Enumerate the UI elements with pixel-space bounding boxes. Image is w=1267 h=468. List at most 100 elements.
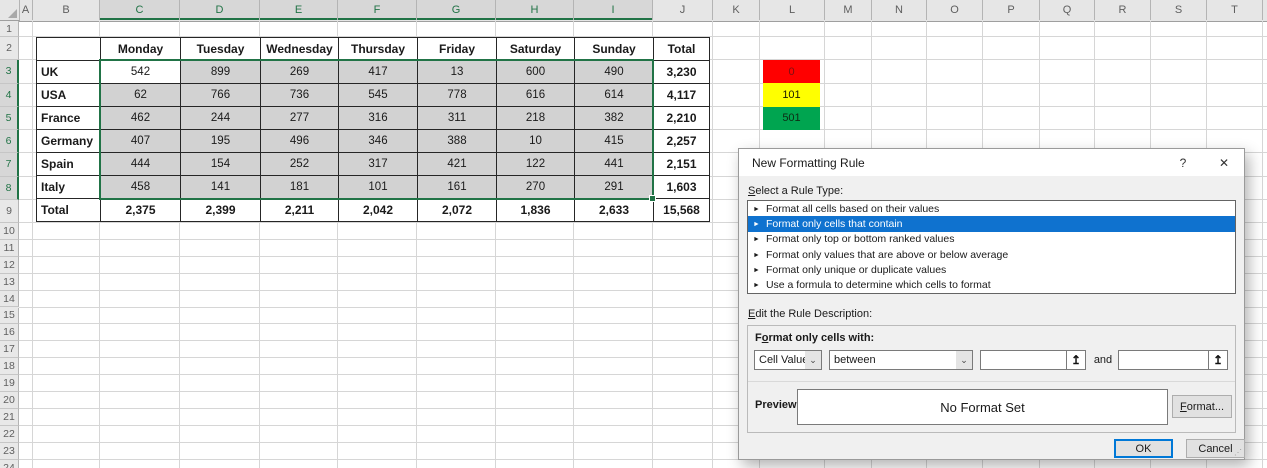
row-header-21[interactable]: 21 [0, 408, 19, 426]
table-cell[interactable]: Monday [100, 37, 181, 61]
table-cell[interactable]: 490 [574, 60, 654, 84]
table-cell[interactable]: 2,399 [180, 198, 261, 222]
table-cell[interactable]: 2,257 [653, 129, 710, 153]
table-cell[interactable]: Saturday [496, 37, 575, 61]
table-cell[interactable]: Friday [417, 37, 497, 61]
table-cell[interactable]: 899 [180, 60, 261, 84]
range-picker-icon[interactable]: ↥ [1208, 351, 1227, 369]
table-cell[interactable]: 458 [100, 175, 181, 199]
column-header-S[interactable]: S [1151, 0, 1207, 20]
table-cell[interactable]: Spain [36, 152, 101, 176]
table-cell[interactable]: 2,633 [574, 198, 654, 222]
upper-bound-input[interactable] [1119, 351, 1208, 369]
rule-type-option[interactable]: ► Format all cells based on their values [748, 201, 1235, 216]
table-cell[interactable]: 15,568 [653, 198, 710, 222]
table-cell[interactable]: 415 [574, 129, 654, 153]
table-cell[interactable]: 181 [260, 175, 339, 199]
table-cell[interactable]: Germany [36, 129, 101, 153]
table-cell[interactable]: 778 [417, 83, 497, 107]
table-cell[interactable]: 270 [496, 175, 575, 199]
table-cell[interactable]: 101 [338, 175, 418, 199]
table-cell[interactable]: 62 [100, 83, 181, 107]
table-cell[interactable]: 122 [496, 152, 575, 176]
table-cell[interactable]: 346 [338, 129, 418, 153]
table-cell[interactable]: 496 [260, 129, 339, 153]
ok-button[interactable]: OK [1114, 439, 1173, 458]
table-cell[interactable]: Italy [36, 175, 101, 199]
table-cell[interactable]: 13 [417, 60, 497, 84]
column-header-C[interactable]: C [100, 0, 180, 20]
row-header-16[interactable]: 16 [0, 324, 19, 342]
row-header-13[interactable]: 13 [0, 273, 19, 291]
column-header-J[interactable]: J [653, 0, 713, 20]
column-header-B[interactable]: B [33, 0, 100, 20]
chevron-down-icon[interactable]: ⌄ [805, 351, 821, 369]
rule-type-option[interactable]: ► Format only values that are above or be… [748, 247, 1235, 262]
condition-operator-dropdown[interactable]: between ⌄ [829, 350, 973, 370]
table-cell[interactable]: 1,836 [496, 198, 575, 222]
table-cell[interactable]: UK [36, 60, 101, 84]
column-header-R[interactable]: R [1095, 0, 1151, 20]
row-header-10[interactable]: 10 [0, 223, 19, 240]
table-cell[interactable]: Sunday [574, 37, 654, 61]
table-cell[interactable]: 2,072 [417, 198, 497, 222]
row-header-4[interactable]: 4 [0, 83, 19, 107]
rule-type-option[interactable]: ► Use a formula to determine which cells … [748, 278, 1235, 293]
table-cell[interactable]: 2,151 [653, 152, 710, 176]
table-cell[interactable]: France [36, 106, 101, 130]
table-cell[interactable]: 316 [338, 106, 418, 130]
row-header-11[interactable]: 11 [0, 239, 19, 257]
table-cell[interactable]: 244 [180, 106, 261, 130]
row-header-9[interactable]: 9 [0, 199, 19, 223]
rule-type-option[interactable]: ► Format only unique or duplicate values [748, 262, 1235, 277]
legend-cell[interactable]: 0 [763, 60, 820, 84]
table-cell[interactable]: 407 [100, 129, 181, 153]
table-cell[interactable]: 154 [180, 152, 261, 176]
legend-cell[interactable]: 501 [763, 106, 820, 130]
column-header-T[interactable]: T [1207, 0, 1263, 20]
column-header-N[interactable]: N [872, 0, 927, 20]
table-cell[interactable]: 311 [417, 106, 497, 130]
table-cell[interactable]: 462 [100, 106, 181, 130]
column-header-A[interactable]: A [19, 0, 33, 20]
row-header-17[interactable]: 17 [0, 341, 19, 359]
table-cell[interactable]: 252 [260, 152, 339, 176]
rule-type-option[interactable]: ► Format only cells that contain [748, 216, 1235, 232]
table-cell[interactable]: 141 [180, 175, 261, 199]
table-cell[interactable]: 195 [180, 129, 261, 153]
table-cell[interactable]: 616 [496, 83, 575, 107]
row-header-22[interactable]: 22 [0, 425, 19, 443]
row-header-15[interactable]: 15 [0, 307, 19, 325]
table-cell[interactable]: 542 [100, 60, 181, 84]
table-cell[interactable]: 218 [496, 106, 575, 130]
help-icon[interactable]: ? [1179, 156, 1187, 170]
table-cell[interactable]: 277 [260, 106, 339, 130]
table-cell[interactable]: 2,211 [260, 198, 339, 222]
table-cell[interactable]: Thursday [338, 37, 418, 61]
column-header-H[interactable]: H [496, 0, 574, 20]
table-cell[interactable]: 766 [180, 83, 261, 107]
row-header-20[interactable]: 20 [0, 392, 19, 409]
row-header-7[interactable]: 7 [0, 153, 19, 177]
table-cell[interactable]: 545 [338, 83, 418, 107]
row-header-2[interactable]: 2 [0, 37, 19, 61]
row-header-8[interactable]: 8 [0, 176, 19, 200]
select-all-corner[interactable] [0, 0, 20, 21]
table-cell[interactable]: 10 [496, 129, 575, 153]
table-cell[interactable]: 441 [574, 152, 654, 176]
row-header-6[interactable]: 6 [0, 130, 19, 154]
row-header-5[interactable]: 5 [0, 106, 19, 130]
table-cell[interactable]: 4,117 [653, 83, 710, 107]
row-header-1[interactable]: 1 [0, 21, 19, 37]
table-cell[interactable]: Total [653, 37, 710, 61]
column-header-D[interactable]: D [180, 0, 260, 20]
table-cell[interactable]: 421 [417, 152, 497, 176]
lower-bound-input[interactable] [981, 351, 1066, 369]
column-header-K[interactable]: K [713, 0, 760, 20]
table-cell[interactable]: Wednesday [260, 37, 339, 61]
table-cell[interactable]: 382 [574, 106, 654, 130]
table-cell[interactable]: 2,042 [338, 198, 418, 222]
table-cell[interactable]: 2,210 [653, 106, 710, 130]
close-icon[interactable]: ✕ [1218, 156, 1230, 170]
table-cell[interactable]: 2,375 [100, 198, 181, 222]
